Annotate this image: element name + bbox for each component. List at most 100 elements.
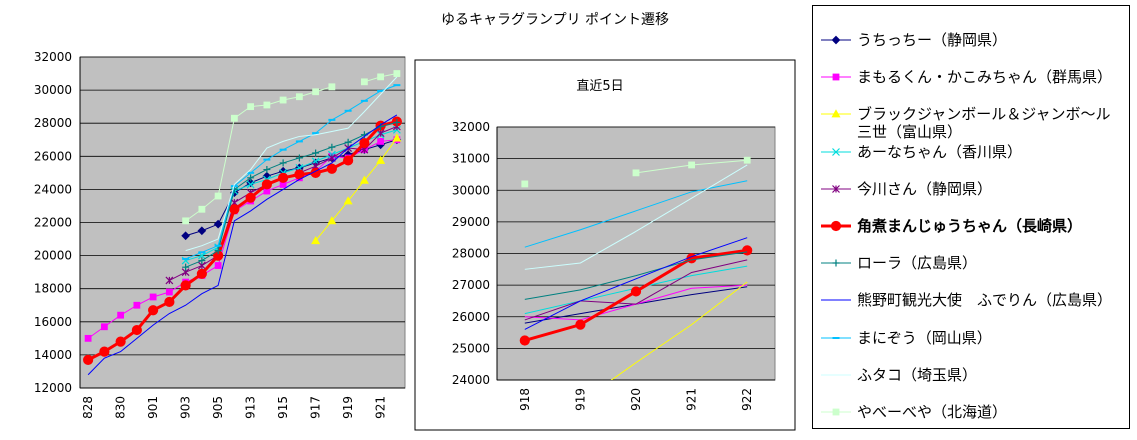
x-tick-label: 920 [629, 388, 643, 411]
y-tick-label: 27000 [452, 278, 490, 292]
y-tick-label: 32000 [34, 50, 72, 64]
marker [376, 155, 386, 164]
marker [295, 93, 303, 101]
y-tick-label: 28000 [452, 247, 490, 261]
legend-label: 角煮まんじゅうちゃん（長崎県） [857, 217, 1083, 235]
marker [312, 149, 320, 157]
y-tick-label: 16000 [34, 315, 72, 329]
legend-swatch [821, 336, 851, 339]
legend-item: まにぞう（岡山県） [813, 329, 1129, 366]
marker [117, 311, 125, 319]
x-tick-label: 905 [211, 396, 225, 419]
legend-swatch [821, 147, 851, 156]
marker [213, 219, 223, 229]
series-line [524, 164, 748, 270]
marker [377, 138, 385, 145]
marker [832, 73, 840, 81]
marker [830, 220, 842, 232]
legend: うちっちー（静岡県） まもるくん・かこみちゃん（群馬県） ブラックジャンボール＆ジャ… [812, 5, 1130, 429]
marker [263, 166, 271, 174]
marker [521, 180, 529, 188]
y-tick-label: 24000 [452, 373, 490, 387]
legend-swatch [821, 35, 851, 45]
legend-label: ブラックジャンボール＆ジャンボ〜ル三世（富山県） [857, 105, 1111, 142]
x-tick-label: 919 [341, 396, 355, 419]
y-tick-label: 24000 [34, 182, 72, 196]
marker [326, 163, 337, 174]
y-tick-label: 30000 [452, 183, 490, 197]
legend-label: やべーべや（北海道） [857, 403, 1008, 421]
y-tick-label: 26000 [34, 149, 72, 163]
legend-item: 熊野町観光大使 ふでりん（広島県） [813, 291, 1129, 328]
x-tick-label: 917 [309, 396, 323, 419]
series-line [185, 84, 398, 260]
marker [148, 305, 159, 316]
legend-item: 角煮まんじゅうちゃん（長崎県） [813, 217, 1129, 254]
x-tick-label: 915 [276, 396, 290, 419]
marker [311, 235, 321, 245]
marker [393, 118, 401, 126]
marker [831, 35, 841, 45]
legend-item: ローラ（広島県） [813, 254, 1129, 291]
marker [247, 174, 255, 182]
legend-label: ローラ（広島県） [857, 254, 978, 273]
x-tick-label: 921 [374, 396, 388, 419]
legend-label: まもるくん・かこみちゃん（群馬県） [857, 68, 1113, 87]
marker [196, 268, 207, 279]
marker [831, 109, 841, 118]
marker [198, 205, 206, 213]
marker [519, 335, 530, 346]
marker [197, 226, 207, 236]
y-tick-label: 20000 [34, 249, 72, 263]
legend-swatch [821, 73, 851, 81]
marker [688, 161, 695, 169]
marker [181, 231, 190, 241]
marker [327, 216, 337, 225]
x-tick-label: 922 [740, 388, 754, 411]
series-group [83, 70, 402, 376]
marker [164, 296, 175, 308]
legend-item: ブラックジャンボール＆ジャンボ〜ル三世（富山県） [813, 105, 1129, 142]
x-tick-label: 830 [114, 396, 128, 419]
legend-item: ふタコ（埼玉県） [813, 366, 1129, 403]
legend-swatch [821, 408, 851, 416]
series-line [185, 76, 398, 252]
legend-label: ふタコ（埼玉県） [857, 365, 978, 384]
marker [84, 334, 92, 342]
marker [295, 154, 303, 162]
marker [343, 155, 354, 166]
legend-item: やべーべや（北海道） [813, 403, 1129, 440]
marker [393, 70, 401, 77]
series-line [524, 259, 748, 321]
marker [100, 323, 108, 331]
y-tick-label: 30000 [34, 83, 72, 97]
marker [133, 301, 141, 309]
y-tick-label: 12000 [34, 381, 72, 395]
y-tick-label: 26000 [452, 310, 490, 324]
inset-title: 直近5日 [576, 79, 623, 94]
marker [312, 88, 320, 96]
chart-title: ゆるキャラグランプリ ポイント遷移 [441, 12, 669, 28]
marker [742, 245, 753, 256]
marker [279, 96, 287, 104]
legend-swatch [821, 374, 851, 376]
series-line [87, 114, 398, 376]
marker [832, 147, 840, 156]
marker [115, 336, 126, 347]
y-tick-label: 25000 [452, 341, 490, 355]
marker [344, 138, 352, 146]
series-line [524, 180, 748, 248]
marker [360, 78, 368, 86]
marker [245, 192, 256, 203]
marker [261, 179, 272, 190]
marker [392, 133, 402, 142]
legend-item: 今川さん（静岡県） [813, 180, 1129, 217]
series-group [519, 156, 753, 380]
marker [214, 262, 222, 269]
legend-swatch [821, 220, 851, 232]
x-tick-label: 913 [244, 396, 258, 419]
marker [131, 324, 142, 336]
marker [630, 286, 642, 297]
legend-item: あーなちゃん（香川県） [813, 143, 1129, 180]
